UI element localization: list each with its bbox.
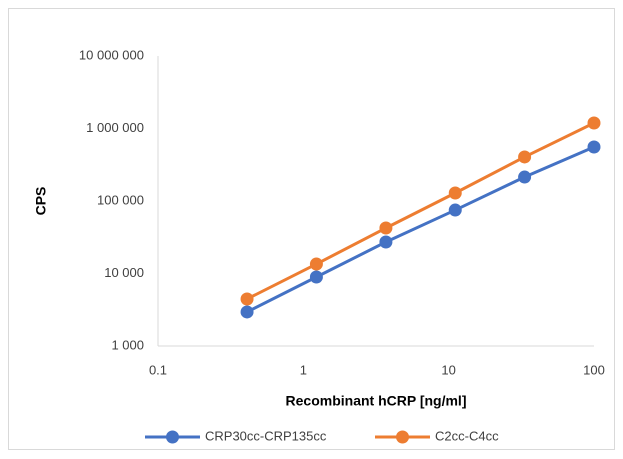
x-tick-label: 1 (300, 362, 307, 377)
data-point (309, 257, 323, 271)
data-point (240, 305, 254, 319)
y-axis-label: CPS (33, 187, 49, 216)
legend-label: C2cc-C4cc (435, 428, 499, 443)
x-tick-label: 100 (583, 362, 605, 377)
data-point (587, 116, 601, 130)
data-point (518, 150, 532, 164)
y-tick-label: 100 000 (97, 192, 144, 207)
x-tick-label: 10 (441, 362, 455, 377)
legend-marker (396, 430, 409, 444)
y-tick-label: 10 000 000 (79, 47, 144, 62)
data-point (379, 221, 393, 235)
data-point (240, 292, 254, 306)
data-point (448, 186, 462, 200)
data-point (309, 270, 323, 284)
y-tick-label: 1 000 (111, 337, 144, 352)
data-point (518, 170, 532, 184)
series-line (246, 121, 595, 301)
chart-border (8, 8, 615, 450)
data-point (587, 140, 601, 154)
x-tick-label: 0.1 (149, 362, 167, 377)
y-tick-label: 1 000 000 (86, 120, 144, 135)
x-axis-label: Recombinant hCRP [ng/ml] (286, 393, 467, 409)
legend-marker (166, 430, 179, 444)
series-line (246, 145, 595, 314)
data-point (448, 203, 462, 217)
legend-label: CRP30cc-CRP135cc (205, 428, 327, 443)
y-tick-label: 10 000 (104, 265, 144, 280)
data-point (379, 235, 393, 249)
